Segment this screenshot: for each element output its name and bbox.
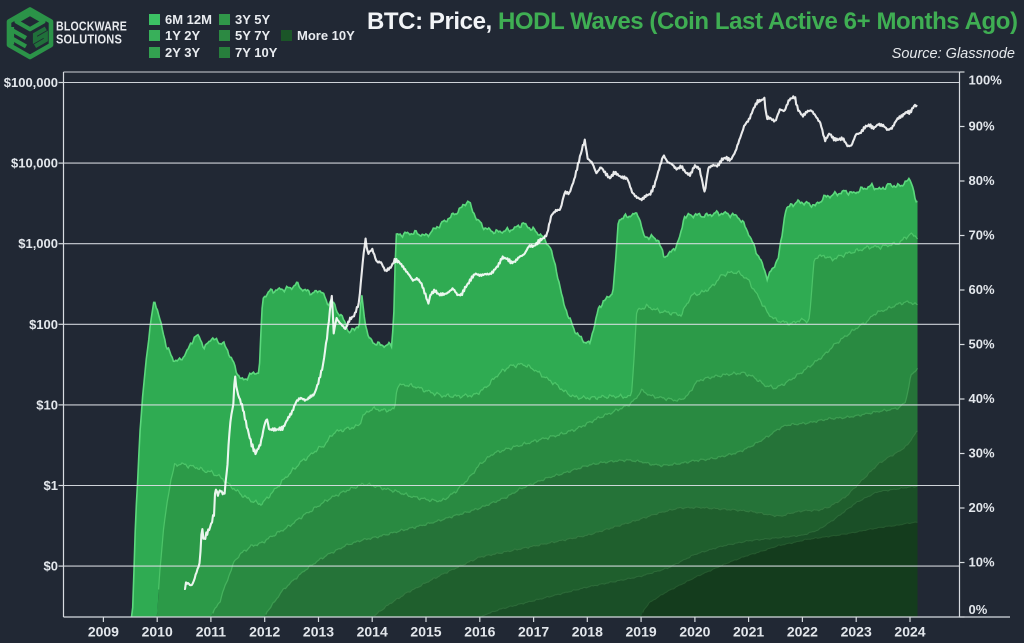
svg-text:BTC: Price, HODL Waves (Coin L: BTC: Price, HODL Waves (Coin Last Active… bbox=[367, 8, 1018, 35]
svg-text:Source: Glassnode: Source: Glassnode bbox=[892, 46, 1015, 62]
svg-text:2024: 2024 bbox=[894, 624, 925, 640]
svg-text:30%: 30% bbox=[969, 446, 995, 461]
svg-text:BLOCKWARE: BLOCKWARE bbox=[56, 19, 127, 34]
svg-text:SOLUTIONS: SOLUTIONS bbox=[56, 32, 122, 47]
svg-text:20%: 20% bbox=[969, 500, 995, 515]
svg-text:2009: 2009 bbox=[88, 624, 119, 640]
svg-text:2021: 2021 bbox=[733, 624, 764, 640]
svg-text:3Y 5Y: 3Y 5Y bbox=[235, 12, 271, 27]
svg-text:7Y 10Y: 7Y 10Y bbox=[235, 45, 278, 60]
svg-text:70%: 70% bbox=[969, 228, 995, 243]
svg-text:2014: 2014 bbox=[357, 624, 388, 640]
svg-text:50%: 50% bbox=[969, 337, 995, 352]
svg-text:$1,000: $1,000 bbox=[18, 236, 58, 251]
svg-text:$10,000: $10,000 bbox=[11, 156, 58, 171]
svg-text:10%: 10% bbox=[969, 555, 995, 570]
svg-text:2022: 2022 bbox=[787, 624, 818, 640]
svg-text:$10: $10 bbox=[36, 397, 58, 412]
svg-text:$0: $0 bbox=[44, 559, 58, 574]
svg-text:2019: 2019 bbox=[626, 624, 657, 640]
svg-text:80%: 80% bbox=[969, 173, 995, 188]
svg-text:2016: 2016 bbox=[464, 624, 495, 640]
svg-text:2Y 3Y: 2Y 3Y bbox=[165, 45, 201, 60]
svg-text:90%: 90% bbox=[969, 119, 995, 134]
svg-text:2015: 2015 bbox=[410, 624, 441, 640]
svg-text:2013: 2013 bbox=[303, 624, 334, 640]
svg-text:2023: 2023 bbox=[841, 624, 872, 640]
svg-text:$1: $1 bbox=[44, 478, 58, 493]
svg-text:2010: 2010 bbox=[142, 624, 173, 640]
svg-text:0%: 0% bbox=[969, 602, 988, 617]
svg-text:2012: 2012 bbox=[249, 624, 280, 640]
svg-text:2011: 2011 bbox=[196, 624, 227, 640]
svg-text:40%: 40% bbox=[969, 391, 995, 406]
svg-text:100%: 100% bbox=[969, 73, 1003, 88]
svg-text:More 10Y: More 10Y bbox=[297, 28, 355, 43]
svg-text:5Y 7Y: 5Y 7Y bbox=[235, 28, 271, 43]
svg-text:60%: 60% bbox=[969, 282, 995, 297]
svg-text:$100,000: $100,000 bbox=[4, 75, 58, 90]
svg-text:6M 12M: 6M 12M bbox=[165, 12, 212, 27]
svg-text:2018: 2018 bbox=[572, 624, 603, 640]
svg-text:$100: $100 bbox=[29, 317, 58, 332]
svg-text:1Y 2Y: 1Y 2Y bbox=[165, 28, 201, 43]
svg-text:2017: 2017 bbox=[518, 624, 549, 640]
svg-text:2020: 2020 bbox=[679, 624, 710, 640]
